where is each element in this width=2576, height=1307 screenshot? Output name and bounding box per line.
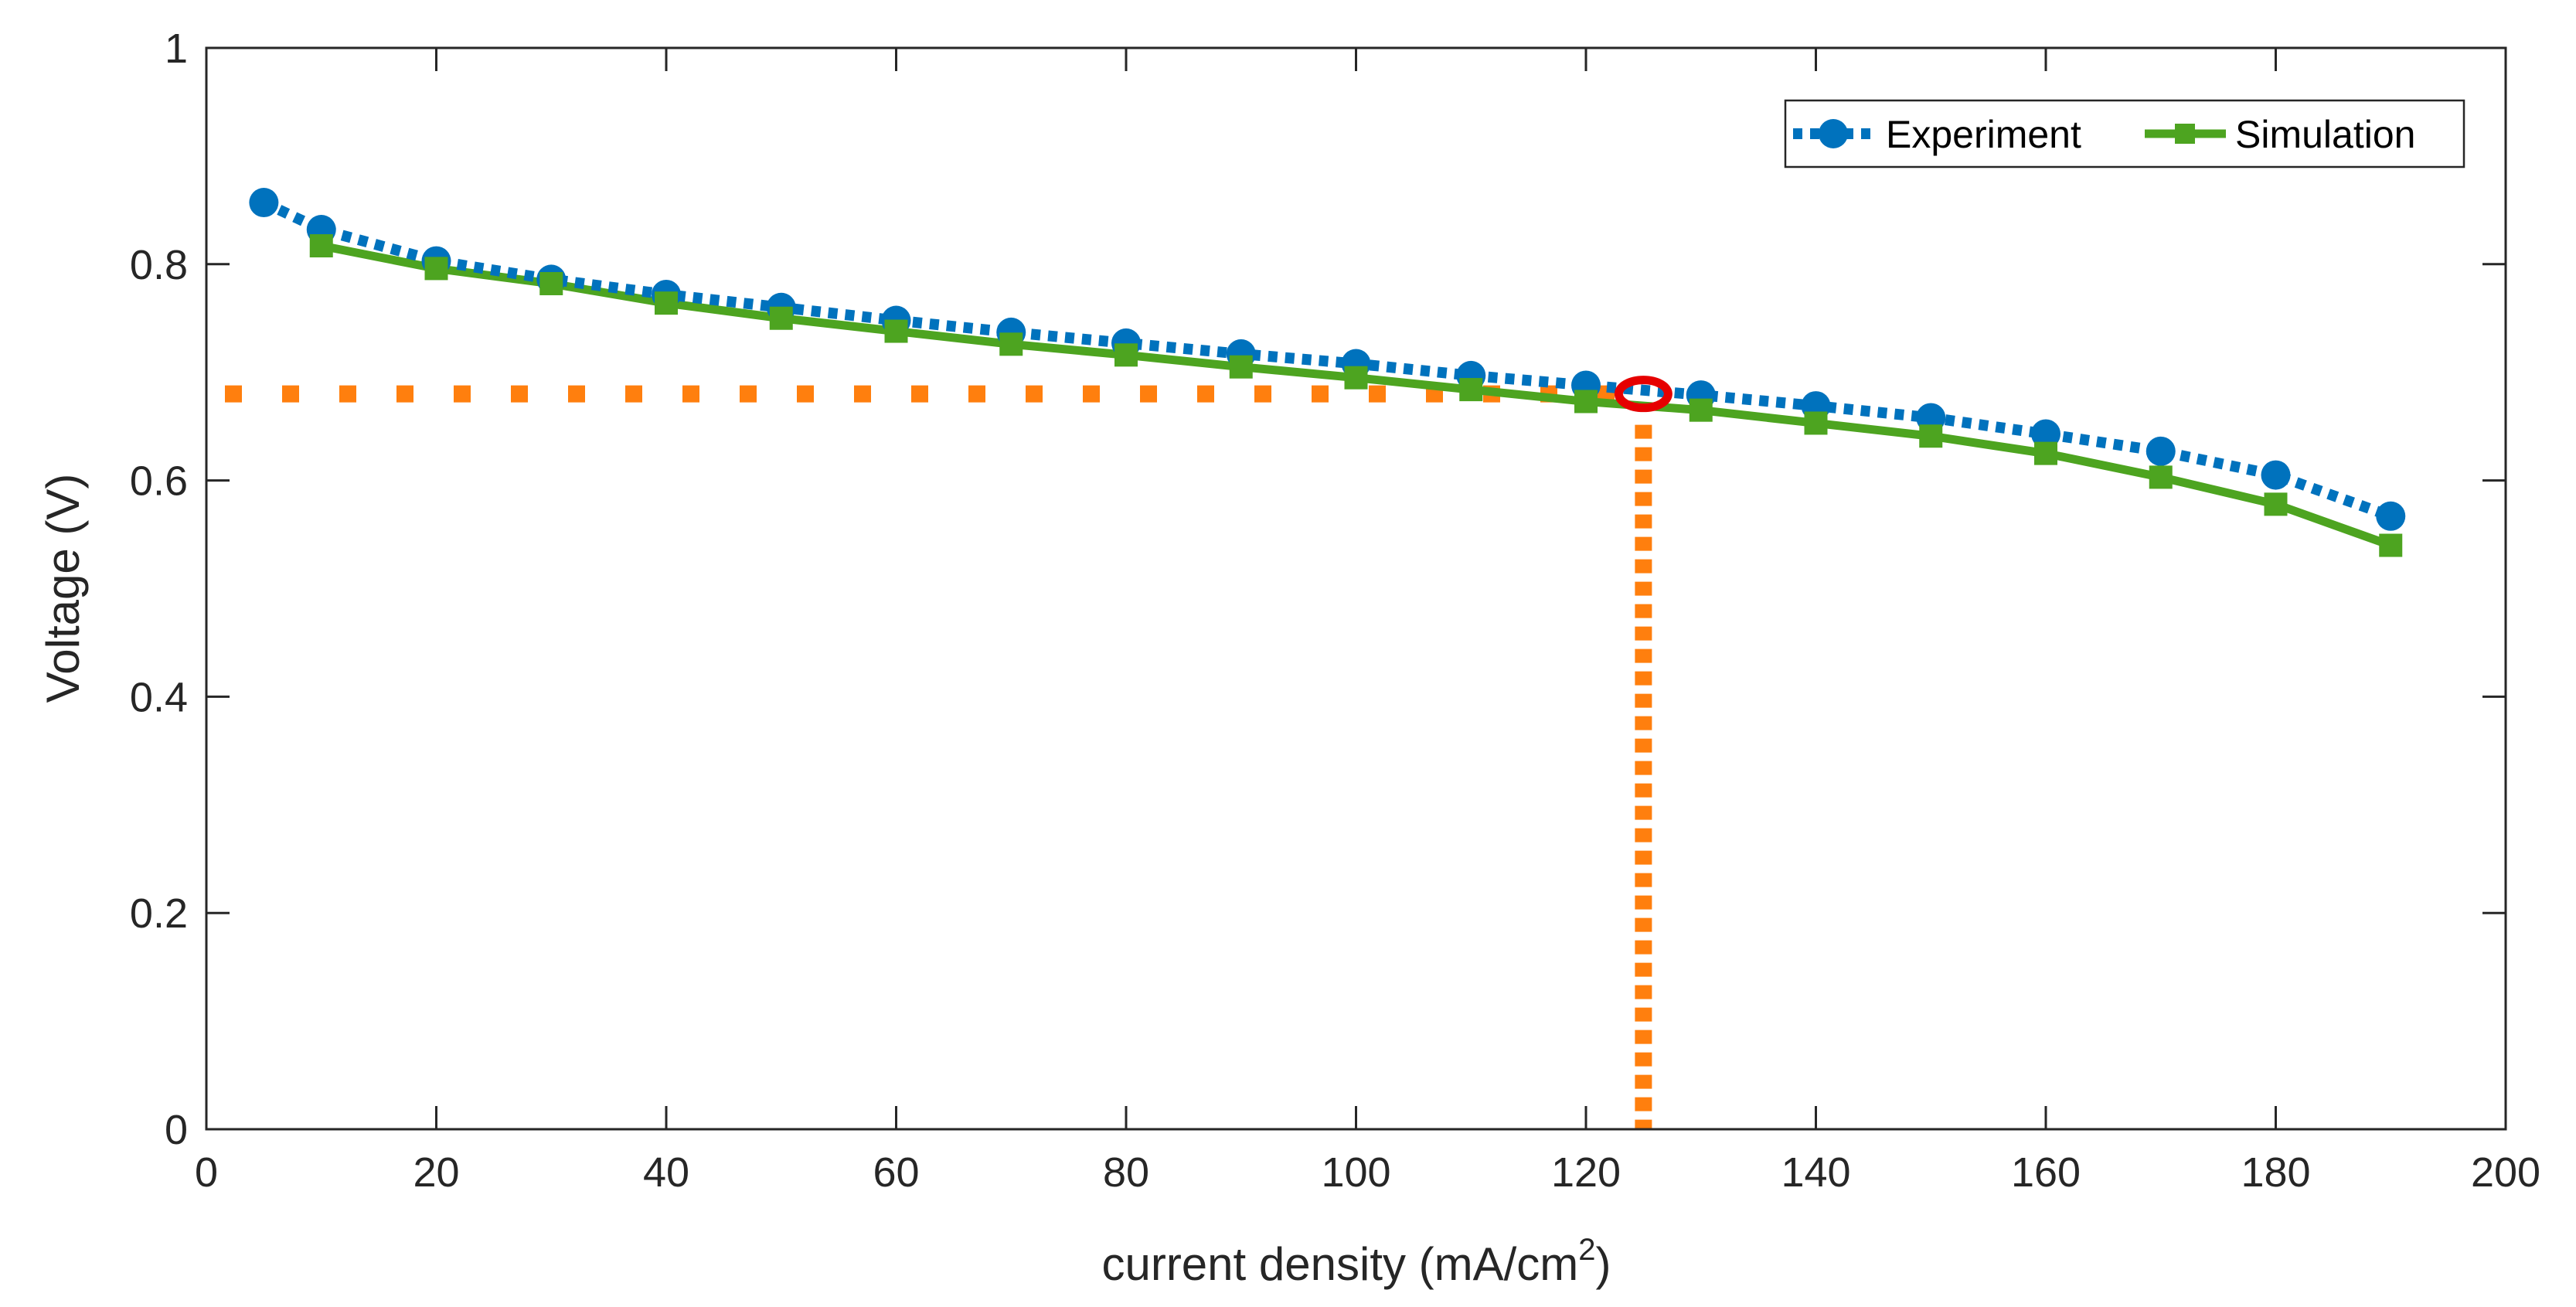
experiment-point xyxy=(2376,501,2406,531)
simulation-point xyxy=(1114,343,1138,367)
experiment-point xyxy=(2031,419,2060,449)
simulation-point xyxy=(1459,378,1483,402)
simulation-point xyxy=(1574,390,1598,414)
simulation-point xyxy=(1689,398,1713,422)
x-axis: 0 20 40 60 80 100 120 140 160 180 200 xyxy=(195,48,2540,1196)
simulation-point xyxy=(539,271,563,295)
x-tick-label: 40 xyxy=(643,1149,689,1196)
simulation-point xyxy=(769,306,793,330)
x-axis-label-superscript: 2 xyxy=(1578,1233,1595,1267)
simulation-point xyxy=(1229,355,1253,379)
simulation-point xyxy=(2379,533,2403,557)
simulation-point xyxy=(309,234,333,258)
experiment-point xyxy=(2261,460,2291,490)
experiment-point xyxy=(249,188,279,218)
experiment-point xyxy=(2146,436,2176,466)
x-axis-label: current density (mA/cm2) xyxy=(1101,1233,1611,1290)
annotation-layer xyxy=(1614,376,1673,413)
legend-box xyxy=(1784,99,2465,168)
series-layer xyxy=(249,188,2406,557)
simulation-point xyxy=(2149,465,2173,489)
x-tick-label: 180 xyxy=(2241,1149,2310,1196)
y-tick-label: 0 xyxy=(165,1107,188,1153)
x-tick-label: 60 xyxy=(873,1149,919,1196)
simulation-point xyxy=(424,257,448,281)
y-axis-label: Voltage (V) xyxy=(37,474,89,703)
simulation-point xyxy=(655,291,678,315)
y-axis: 0 0.2 0.4 0.6 0.8 1 xyxy=(130,26,2506,1153)
x-tick-label: 20 xyxy=(413,1149,459,1196)
legend-experiment-marker xyxy=(1819,119,1848,148)
simulation-point xyxy=(999,332,1023,356)
simulation-point xyxy=(884,319,908,343)
simulation-point xyxy=(1919,424,1943,448)
x-tick-label: 200 xyxy=(2471,1149,2540,1196)
x-tick-label: 100 xyxy=(1321,1149,1390,1196)
y-tick-label: 0.6 xyxy=(130,458,188,505)
plot-area xyxy=(206,48,2506,1129)
y-tick-label: 0.4 xyxy=(130,674,188,720)
y-tick-label: 0.8 xyxy=(130,242,188,288)
legend: Experiment Simulation xyxy=(1784,99,2465,168)
legend-experiment-label: Experiment xyxy=(1886,113,2081,156)
legend-simulation-label: Simulation xyxy=(2235,113,2415,156)
y-tick-label: 1 xyxy=(165,26,188,72)
x-tick-label: 160 xyxy=(2011,1149,2081,1196)
simulation-point xyxy=(2034,441,2057,465)
operating-point-marker xyxy=(1614,376,1673,413)
simulation-point xyxy=(1344,366,1368,390)
x-tick-label: 140 xyxy=(1781,1149,1850,1196)
simulation-point xyxy=(2264,492,2288,516)
operating-point-guides xyxy=(225,385,1652,1129)
x-tick-label: 80 xyxy=(1103,1149,1149,1196)
x-tick-label: 120 xyxy=(1551,1149,1621,1196)
y-tick-label: 0.2 xyxy=(130,890,188,937)
simulation-point xyxy=(1804,411,1828,435)
legend-simulation-marker xyxy=(2175,124,2195,144)
x-tick-label: 0 xyxy=(195,1149,218,1196)
